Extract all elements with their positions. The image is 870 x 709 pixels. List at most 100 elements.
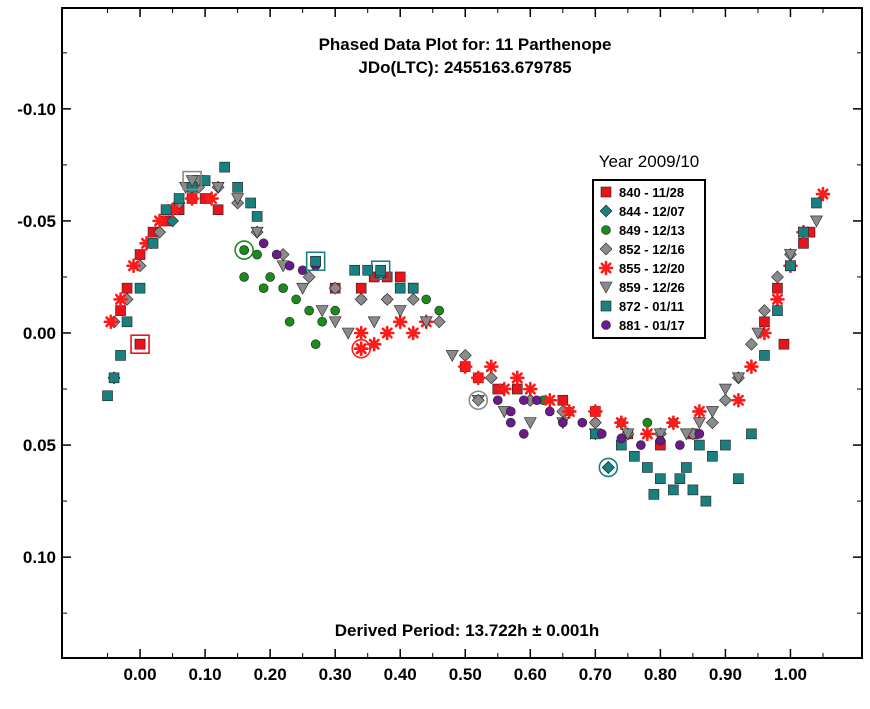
data-point-872 xyxy=(102,390,113,402)
data-point-859 xyxy=(679,428,693,441)
data-point-881 xyxy=(655,435,666,446)
data-point-872 xyxy=(219,161,230,173)
data-point-881 xyxy=(505,417,516,428)
data-point-872 xyxy=(245,197,256,209)
data-point-855 xyxy=(139,236,154,251)
data-point-872 xyxy=(720,439,731,451)
data-point-840 xyxy=(134,249,146,260)
data-point-840 xyxy=(759,316,770,328)
legend-label: 840 - 11/28 xyxy=(619,185,684,200)
data-point-872 xyxy=(811,197,822,209)
data-point-844 xyxy=(166,214,179,228)
data-point-859 xyxy=(211,182,225,194)
legend-label: 855 - 12/20 xyxy=(619,261,685,276)
data-point-881 xyxy=(531,395,542,406)
data-point-855 xyxy=(815,186,831,202)
legend-box xyxy=(592,179,706,339)
data-point-840 xyxy=(772,282,783,294)
reference-marker xyxy=(351,338,371,359)
data-point-849 xyxy=(421,294,432,305)
data-point-872 xyxy=(362,264,373,276)
data-point-852 xyxy=(771,270,784,284)
data-point-840 xyxy=(798,238,809,249)
data-point-840 xyxy=(557,394,569,406)
x-tick-label: 0.30 xyxy=(319,665,352,684)
data-point-881 xyxy=(545,406,555,417)
data-point-881 xyxy=(616,433,627,444)
data-point-881 xyxy=(577,417,588,428)
data-point-872 xyxy=(694,439,705,451)
reference-point xyxy=(134,338,146,350)
data-point-881 xyxy=(694,429,705,439)
data-point-855 xyxy=(542,392,558,408)
data-point-859 xyxy=(231,193,245,206)
data-point-859 xyxy=(653,428,667,441)
data-point-849 xyxy=(239,272,249,282)
data-point-852 xyxy=(354,292,368,306)
data-point-840 xyxy=(778,338,790,350)
data-point-872 xyxy=(121,316,133,328)
reference-point xyxy=(601,461,615,474)
reference-marker xyxy=(370,260,391,281)
data-point-852 xyxy=(432,315,446,329)
chart-footer: Derived Period: 13.722h ± 0.001h xyxy=(335,621,599,640)
x-tick-label: 0.00 xyxy=(124,665,157,684)
data-point-855 xyxy=(666,415,681,430)
x-tick-label: 0.40 xyxy=(384,665,417,684)
y-tick-label: -0.10 xyxy=(17,100,56,119)
data-point-859 xyxy=(393,305,407,318)
data-point-872 xyxy=(160,204,172,216)
data-point-855 xyxy=(731,392,746,408)
data-point-859 xyxy=(315,305,329,318)
data-point-872 xyxy=(798,226,809,238)
legend-label: 844 - 12/07 xyxy=(619,204,685,219)
x-tick-label: 0.80 xyxy=(644,665,677,684)
data-point-881 xyxy=(297,265,308,276)
reference-marker xyxy=(234,240,254,260)
data-point-872 xyxy=(687,484,699,496)
data-point-859 xyxy=(692,417,706,430)
data-point-872 xyxy=(407,282,419,294)
data-point-855 xyxy=(152,213,167,229)
data-point-849 xyxy=(284,316,295,327)
data-point-855 xyxy=(770,292,785,307)
data-point-859 xyxy=(705,406,719,419)
data-point-859 xyxy=(718,383,732,396)
data-point-859 xyxy=(621,428,635,441)
data-point-852 xyxy=(302,270,316,284)
legend-marker-844 xyxy=(599,204,613,218)
reference-point xyxy=(471,393,485,407)
data-point-855 xyxy=(405,325,421,341)
data-point-852 xyxy=(328,281,342,295)
data-point-881 xyxy=(597,429,607,439)
data-point-855 xyxy=(457,359,473,374)
data-point-855 xyxy=(692,404,707,419)
data-point-849 xyxy=(291,294,301,305)
legend-marker-840 xyxy=(600,186,612,198)
data-point-872 xyxy=(655,473,666,484)
data-point-872 xyxy=(785,260,796,272)
reference-point xyxy=(375,264,386,276)
data-point-855 xyxy=(640,426,655,442)
data-point-881 xyxy=(518,395,529,406)
data-point-840 xyxy=(121,282,133,294)
data-point-855 xyxy=(366,336,382,352)
data-point-881 xyxy=(284,260,295,271)
data-point-840 xyxy=(355,282,367,294)
data-point-872 xyxy=(147,238,159,249)
data-point-855 xyxy=(496,381,512,397)
data-point-849 xyxy=(252,249,262,260)
data-point-849 xyxy=(265,272,275,282)
reference-point xyxy=(353,341,369,356)
data-point-849 xyxy=(258,283,269,293)
data-point-849 xyxy=(310,339,321,350)
data-points xyxy=(102,161,831,507)
data-point-881 xyxy=(271,249,282,260)
data-point-872 xyxy=(232,182,243,193)
legend-marker-881 xyxy=(601,320,611,330)
data-point-840 xyxy=(511,383,523,395)
data-point-872 xyxy=(700,495,712,507)
data-point-859 xyxy=(328,316,342,329)
